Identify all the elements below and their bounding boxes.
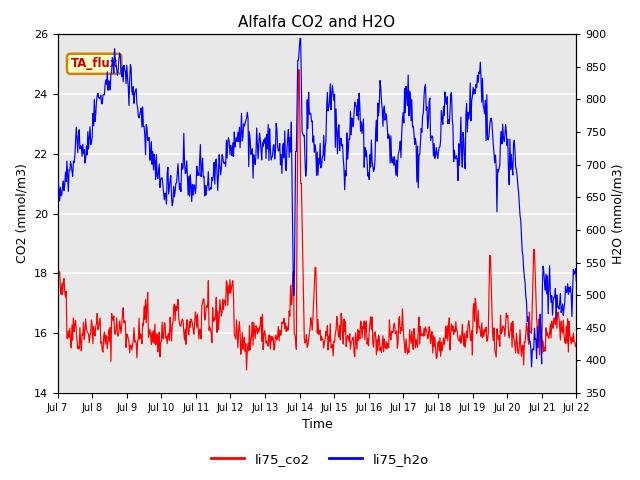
Legend: li75_co2, li75_h2o: li75_co2, li75_h2o [205, 447, 435, 471]
Y-axis label: H2O (mmol/m3): H2O (mmol/m3) [612, 163, 625, 264]
X-axis label: Time: Time [301, 419, 332, 432]
Title: Alfalfa CO2 and H2O: Alfalfa CO2 and H2O [238, 15, 396, 30]
Y-axis label: CO2 (mmol/m3): CO2 (mmol/m3) [15, 164, 28, 264]
Text: TA_flux: TA_flux [70, 57, 118, 70]
